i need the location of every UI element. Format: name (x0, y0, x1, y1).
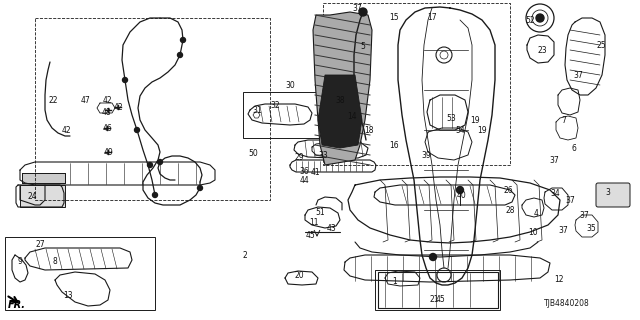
Circle shape (134, 127, 140, 132)
Text: 26: 26 (503, 186, 513, 195)
Text: 2: 2 (243, 252, 248, 260)
Text: 20: 20 (294, 271, 304, 281)
Bar (243, 92, 322, 138)
Text: 11: 11 (309, 218, 319, 227)
Circle shape (157, 159, 163, 164)
Text: 27: 27 (35, 239, 45, 249)
Text: 17: 17 (427, 12, 437, 21)
Text: 32: 32 (270, 100, 280, 109)
Text: 37: 37 (565, 196, 575, 204)
Text: TJB4840208: TJB4840208 (544, 299, 590, 308)
Text: 3: 3 (605, 188, 611, 196)
Bar (598, 185, 628, 205)
Text: 25: 25 (596, 41, 606, 50)
Text: 37: 37 (352, 4, 362, 12)
Circle shape (198, 186, 202, 190)
Text: 5: 5 (360, 42, 365, 51)
Text: 33: 33 (318, 150, 328, 159)
Text: 42: 42 (113, 102, 123, 111)
FancyBboxPatch shape (596, 183, 630, 207)
Circle shape (152, 193, 157, 197)
Circle shape (456, 187, 463, 194)
Text: 53: 53 (446, 114, 456, 123)
Circle shape (122, 77, 127, 83)
Text: 19: 19 (477, 125, 487, 134)
Bar (5, 237, 155, 310)
Text: 50: 50 (248, 148, 258, 157)
Text: 29: 29 (294, 153, 304, 162)
Text: 38: 38 (335, 95, 345, 105)
Text: 51: 51 (315, 207, 325, 217)
Text: 34: 34 (550, 188, 560, 197)
Text: 37: 37 (549, 156, 559, 164)
Text: 30: 30 (285, 81, 295, 90)
Polygon shape (318, 75, 362, 148)
Text: 42: 42 (102, 95, 112, 105)
Text: 46: 46 (102, 124, 112, 132)
Text: 22: 22 (48, 95, 58, 105)
Text: 52: 52 (525, 15, 535, 25)
Bar (375, 270, 500, 310)
Text: 40: 40 (456, 190, 466, 199)
Text: 41: 41 (310, 167, 320, 177)
Text: 44: 44 (299, 175, 309, 185)
Text: 9: 9 (17, 257, 22, 266)
Circle shape (536, 14, 544, 22)
Bar (378, 272, 498, 308)
Text: 54: 54 (455, 125, 465, 134)
Bar (22, 173, 65, 183)
Circle shape (177, 52, 182, 58)
Text: 7: 7 (561, 116, 566, 124)
Text: 24: 24 (27, 191, 37, 201)
Circle shape (359, 8, 367, 16)
Text: 43: 43 (326, 223, 336, 233)
Text: 47: 47 (80, 95, 90, 105)
Text: 16: 16 (389, 140, 399, 149)
Text: 8: 8 (52, 257, 58, 266)
Text: 12: 12 (554, 275, 564, 284)
Text: FR.: FR. (8, 300, 26, 310)
Text: 45: 45 (305, 230, 315, 239)
Text: 39: 39 (421, 150, 431, 159)
Text: 37: 37 (579, 211, 589, 220)
Text: 4: 4 (534, 209, 538, 218)
Text: 45: 45 (435, 295, 445, 305)
Text: 35: 35 (586, 223, 596, 233)
Circle shape (180, 37, 186, 43)
Text: 31: 31 (252, 106, 262, 115)
Circle shape (147, 163, 152, 167)
Text: 49: 49 (103, 148, 113, 156)
Text: 23: 23 (537, 45, 547, 54)
Text: 28: 28 (505, 205, 515, 214)
Text: 36: 36 (299, 166, 309, 175)
Text: 10: 10 (528, 228, 538, 236)
Text: 1: 1 (392, 277, 397, 286)
Bar (20, 185, 65, 207)
Text: 15: 15 (389, 12, 399, 21)
Polygon shape (313, 12, 372, 165)
Text: 13: 13 (63, 291, 73, 300)
Text: 21: 21 (429, 294, 439, 303)
Text: 14: 14 (347, 111, 357, 121)
Text: 19: 19 (470, 116, 480, 124)
Circle shape (429, 253, 436, 260)
Text: 37: 37 (573, 70, 583, 79)
Text: 6: 6 (572, 143, 577, 153)
Text: 37: 37 (558, 226, 568, 235)
Text: 48: 48 (101, 108, 111, 116)
Text: 42: 42 (61, 125, 71, 134)
Text: 18: 18 (364, 125, 374, 134)
